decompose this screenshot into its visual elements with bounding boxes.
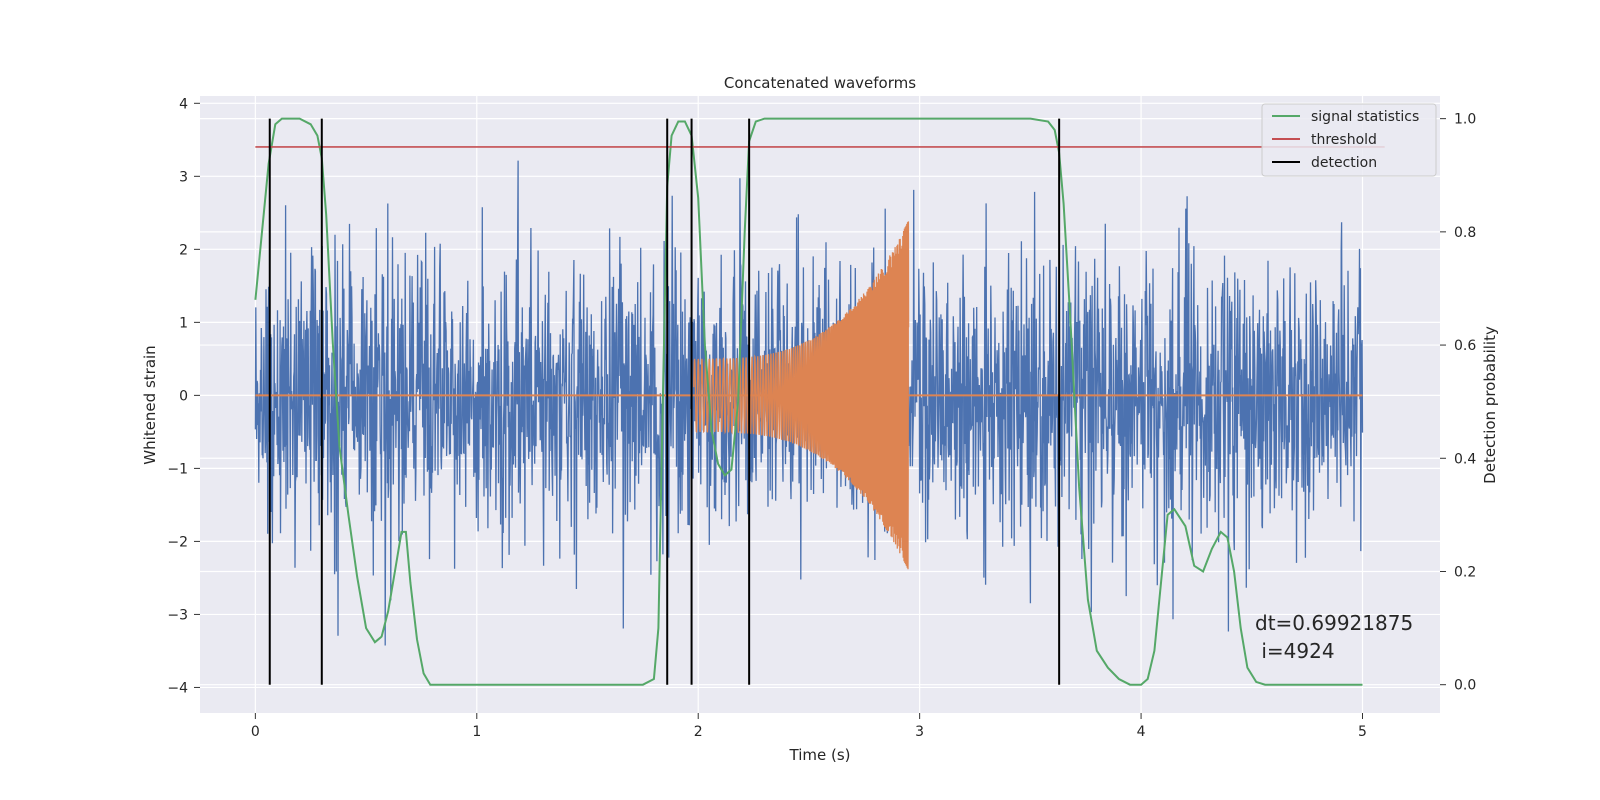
legend-label-threshold: threshold: [1311, 132, 1377, 148]
y-tick-label: 1: [179, 315, 188, 331]
x-tick-label: 5: [1358, 724, 1367, 740]
signal-statistics-line: [254, 117, 1363, 686]
y2-tick-label: 0.0: [1454, 678, 1476, 694]
chart-title: Concatenated waveforms: [724, 74, 916, 92]
y-tick-label: −2: [167, 534, 188, 550]
axis-ticks: 0 1 2 3 4 5 −4 −3 −2 −1 0 1 2 3 4 0.0 0.2 0.4 0.6 0.8 1.0: [167, 96, 1476, 740]
y-tick-label: −3: [167, 607, 188, 623]
legend-label-signal-statistics: signal statistics: [1311, 109, 1419, 125]
y2-tick-label: 0.4: [1454, 451, 1476, 467]
y-axis-label: Whitened strain: [141, 345, 159, 464]
y2-tick-label: 0.2: [1454, 564, 1476, 580]
y2-axis-label: Detection probability: [1481, 326, 1499, 484]
y2-tick-label: 0.8: [1454, 225, 1476, 241]
chirp-oscillation: [693, 221, 910, 570]
y2-tick-label: 1.0: [1454, 112, 1476, 128]
annotation-dt: dt=0.69921875: [1255, 611, 1413, 635]
injected-chirp-series: [255, 221, 1363, 570]
legend: signal statistics threshold detection: [1261, 103, 1437, 177]
y-tick-label: −1: [167, 461, 188, 477]
x-tick-label: 1: [472, 724, 481, 740]
x-tick-label: 3: [915, 724, 924, 740]
x-tick-label: 4: [1137, 724, 1146, 740]
x-tick-label: 2: [694, 724, 703, 740]
y-tick-label: −4: [167, 680, 188, 696]
y-tick-label: 4: [179, 96, 188, 112]
y2-tick-label: 0.6: [1454, 338, 1476, 354]
x-tick-label: 0: [251, 724, 260, 740]
probability-overlay: [254, 117, 1385, 686]
y-tick-label: 0: [179, 388, 188, 404]
legend-box: [1261, 103, 1437, 177]
annotation-index: i=4924: [1255, 639, 1335, 663]
y-tick-label: 2: [179, 242, 188, 258]
legend-label-detection: detection: [1311, 155, 1377, 171]
y-tick-label: 3: [179, 169, 188, 185]
x-axis-label: Time (s): [789, 746, 851, 764]
